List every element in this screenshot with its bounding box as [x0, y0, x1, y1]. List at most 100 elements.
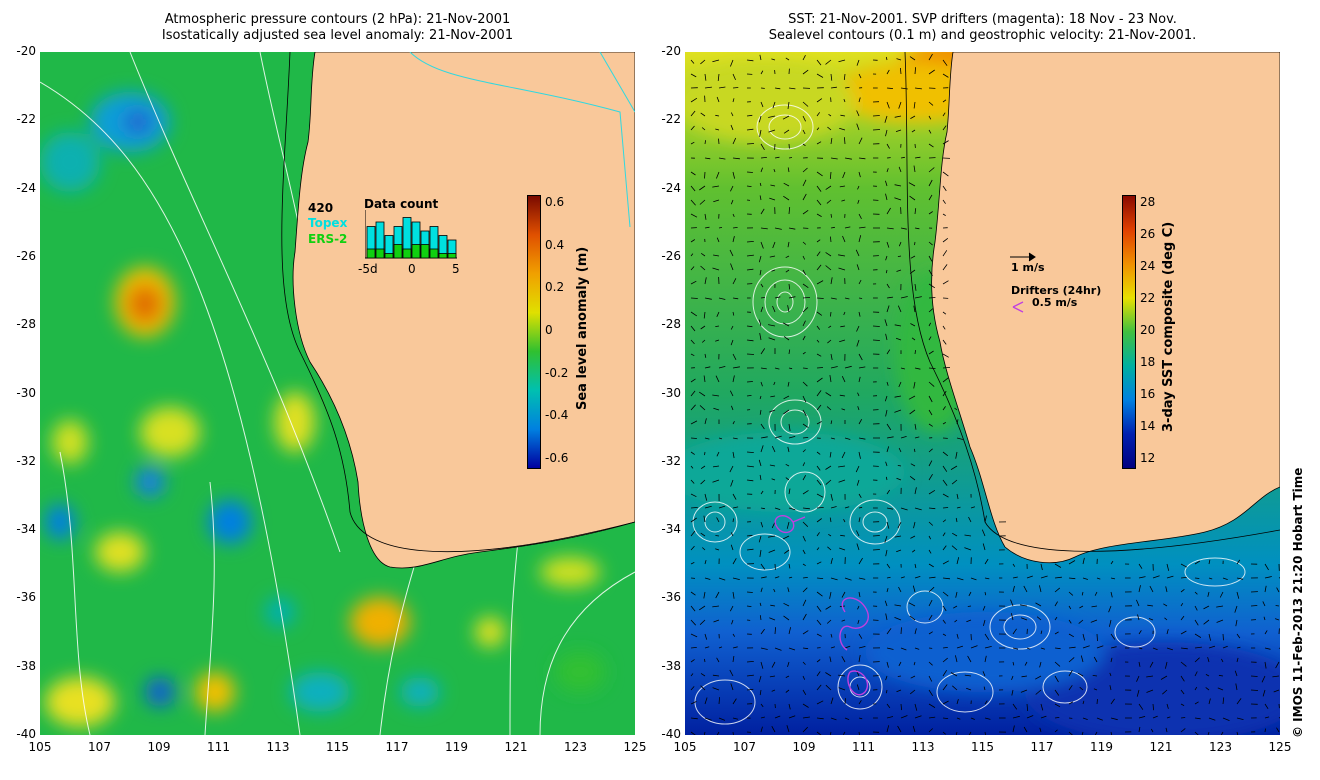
left-title-line2: Isostatically adjusted sea level anomaly…: [161, 28, 514, 43]
longitude-tick-label: 111: [852, 740, 875, 754]
ers2-count-bar: [420, 244, 430, 259]
longitude-tick-label: 107: [88, 740, 111, 754]
velocity-legend-arrow: [1010, 252, 1036, 262]
inset-satellite2-label: ERS-2: [308, 232, 348, 246]
sealevel-contours: [692, 104, 1246, 725]
latitude-tick-label: -32: [661, 453, 681, 468]
latitude-tick-label: -20: [661, 44, 681, 58]
latitude-tick-label: -36: [16, 590, 36, 605]
latitude-tick-label: -24: [16, 180, 36, 195]
colorbar-tick-label: 16: [1140, 387, 1156, 401]
longitude-tick-label: 113: [911, 740, 935, 754]
longitude-tick-label: 117: [385, 740, 409, 754]
longitude-tick-label: 125: [1268, 740, 1292, 754]
colorbar-tick-label: 28: [1140, 195, 1156, 209]
longitude-tick-label: 105: [673, 740, 697, 754]
inset-title: Data count: [364, 197, 439, 211]
right-map-title: SST: 21-Nov-2001. SVP drifters (magenta)…: [685, 12, 1280, 44]
colorbar-tick-label: 22: [1140, 291, 1156, 305]
inset-satellite1-label: Topex: [308, 216, 348, 230]
right-title-line1: SST: 21-Nov-2001. SVP drifters (magenta)…: [788, 12, 1177, 27]
sst-colorbar: [1122, 195, 1136, 469]
colorbar-tick-label: 0.4: [545, 237, 565, 252]
left-title-line1: Atmospheric pressure contours (2 hPa): 2…: [164, 12, 511, 27]
ers2-count-bar: [366, 248, 376, 259]
latitude-tick-label: -38: [661, 658, 681, 673]
latitude-tick-label: -24: [661, 180, 681, 195]
latitude-tick-label: -32: [16, 453, 36, 468]
longitude-tick-label: 107: [733, 740, 756, 754]
ers2-count-bar: [393, 244, 403, 259]
ers2-count-bar: [438, 253, 448, 259]
longitude-tick-label: 105: [28, 740, 52, 754]
latitude-tick-label: -40: [16, 727, 36, 741]
drifter-legend-arrow: [1012, 301, 1024, 313]
longitude-tick-label: 109: [147, 740, 171, 754]
latitude-tick-label: -38: [16, 658, 36, 673]
colorbar-tick-label: -0.6: [545, 451, 569, 465]
svp-drifter-tracks: [774, 514, 869, 696]
colorbar-tick-label: 14: [1140, 419, 1156, 433]
longitude-tick-label: 119: [445, 740, 468, 754]
latitude-tick-label: -34: [661, 522, 681, 537]
ers2-count-bar: [447, 253, 457, 259]
ers2-count-bar: [411, 244, 421, 259]
colorbar-tick-label: 0.2: [545, 280, 565, 295]
inset-count: 420: [308, 201, 334, 215]
sea-level-colorbar: [527, 195, 541, 469]
australia-landmass: [292, 52, 635, 569]
longitude-tick-label: 123: [564, 740, 587, 754]
longitude-tick-label: 121: [1149, 740, 1173, 754]
longitude-tick-label: 123: [1209, 740, 1232, 754]
australia-landmass: [931, 52, 1280, 564]
latitude-tick-label: -30: [16, 385, 36, 400]
latitude-tick-label: -28: [16, 317, 36, 332]
data-count-histogram: [365, 210, 457, 259]
geostrophic-velocity-arrows: [690, 53, 1280, 735]
longitude-tick-label: 113: [266, 740, 290, 754]
colorbar-tick-label: 0.6: [545, 195, 565, 209]
longitude-tick-label: 115: [971, 740, 994, 754]
depth-contour: [904, 52, 1280, 552]
colorbar-tick-label: -0.4: [545, 408, 569, 423]
inset-xtick-left: -5d: [358, 262, 378, 276]
longitude-tick-label: 121: [504, 740, 528, 754]
left-map-title: Atmospheric pressure contours (2 hPa): 2…: [40, 12, 635, 44]
sea-level-anomaly-map[interactable]: 420 Topex ERS-2 Data count -5d 0 5: [40, 52, 635, 735]
colorbar-tick-label: 26: [1140, 227, 1156, 241]
latitude-tick-label: -22: [661, 112, 681, 127]
velocity-legend-label: 1 m/s: [1011, 261, 1045, 274]
longitude-tick-label: 111: [207, 740, 230, 754]
ers2-count-bar: [402, 248, 412, 259]
colorbar-tick-label: 0: [545, 323, 553, 337]
longitude-tick-label: 119: [1090, 740, 1113, 754]
colorbar-tick-label: 18: [1140, 355, 1156, 369]
latitude-tick-label: -26: [661, 248, 681, 263]
ers2-count-bar: [384, 253, 394, 259]
credit-text: © IMOS 11-Feb-2013 21:20 Hobart Time: [1291, 467, 1305, 738]
latitude-tick-label: -40: [661, 727, 681, 741]
sea-level-colorbar-title: Sea level anomaly (m): [575, 246, 590, 410]
longitude-tick-label: 117: [1030, 740, 1054, 754]
colorbar-tick-label: 12: [1140, 451, 1156, 465]
ers2-count-bar: [429, 248, 439, 259]
latitude-tick-label: -28: [661, 317, 681, 332]
colorbar-tick-label: 20: [1140, 323, 1156, 337]
sst-colorbar-title: 3-day SST composite (deg C): [1161, 221, 1176, 432]
inset-xtick-right: 5: [452, 262, 460, 276]
colorbar-tick-label: -0.2: [545, 365, 569, 380]
inset-xtick-mid: 0: [408, 262, 416, 276]
latitude-tick-label: -20: [16, 44, 36, 58]
right-title-line2: Sealevel contours (0.1 m) and geostrophi…: [768, 28, 1197, 43]
latitude-tick-label: -34: [16, 522, 36, 537]
ers2-count-bar: [375, 248, 385, 259]
longitude-tick-label: 125: [623, 740, 647, 754]
longitude-tick-label: 115: [326, 740, 349, 754]
latitude-tick-label: -30: [661, 385, 681, 400]
drifter-legend-title: Drifters (24hr): [1011, 284, 1102, 297]
sst-map[interactable]: 1 m/s Drifters (24hr) 0.5 m/s: [685, 52, 1280, 735]
depth-contour: [281, 52, 635, 553]
drifter-legend-value: 0.5 m/s: [1032, 296, 1078, 309]
sea-level-anomaly-field: [40, 92, 605, 727]
longitude-tick-label: 109: [792, 740, 816, 754]
